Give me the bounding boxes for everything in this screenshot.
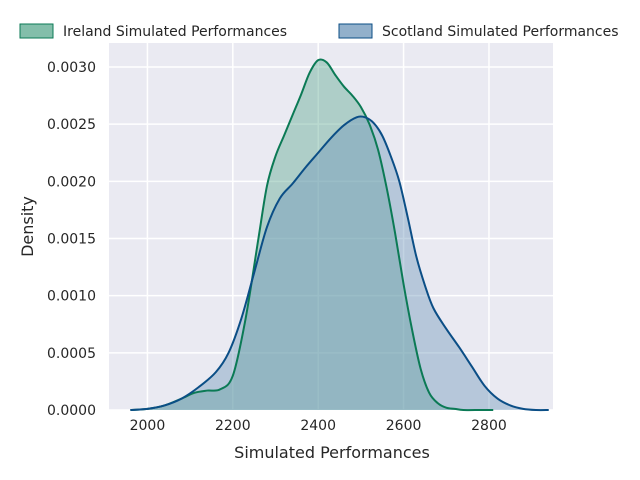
density-fills	[130, 59, 549, 411]
legend-swatch-ireland	[19, 23, 54, 39]
y-tick-label: 0.0025	[47, 117, 96, 133]
density-line-scotland	[130, 115, 549, 412]
y-tick-label: 0.0030	[47, 60, 96, 76]
vertical-gridlines	[146, 43, 490, 410]
legend-label-ireland: Ireland Simulated Performances	[63, 24, 287, 40]
x-tick-labels: 2000 2200 2400 2600 2800	[130, 418, 507, 434]
x-axis-label: Simulated Performances	[234, 443, 430, 462]
y-axis-label: Density	[18, 196, 37, 257]
horizontal-gridlines	[109, 66, 553, 411]
density-fill-scotland	[130, 116, 549, 411]
x-tick-label: 2400	[300, 418, 336, 434]
legend-label-scotland: Scotland Simulated Performances	[382, 24, 619, 40]
y-tick-label: 0.0010	[47, 289, 96, 305]
legend: Ireland Simulated Performances Scotland …	[19, 23, 619, 40]
density-lines	[130, 58, 549, 412]
plot-area	[109, 43, 553, 410]
y-tick-label: 0.0005	[47, 346, 96, 362]
y-tick-label: 0.0015	[47, 232, 96, 248]
x-tick-label: 2000	[130, 418, 166, 434]
density-line-ireland	[130, 58, 494, 412]
x-tick-label: 2800	[471, 418, 507, 434]
density-fill-ireland	[130, 59, 494, 411]
legend-swatch-scotland	[338, 23, 373, 39]
x-tick-label: 2200	[215, 418, 251, 434]
y-tick-labels: 0.0000 0.0005 0.0010 0.0015 0.0020 0.0025 0.00…	[47, 60, 96, 419]
x-tick-label: 2600	[386, 418, 422, 434]
y-tick-label: 0.0000	[47, 403, 96, 419]
y-tick-label: 0.0020	[47, 174, 96, 190]
